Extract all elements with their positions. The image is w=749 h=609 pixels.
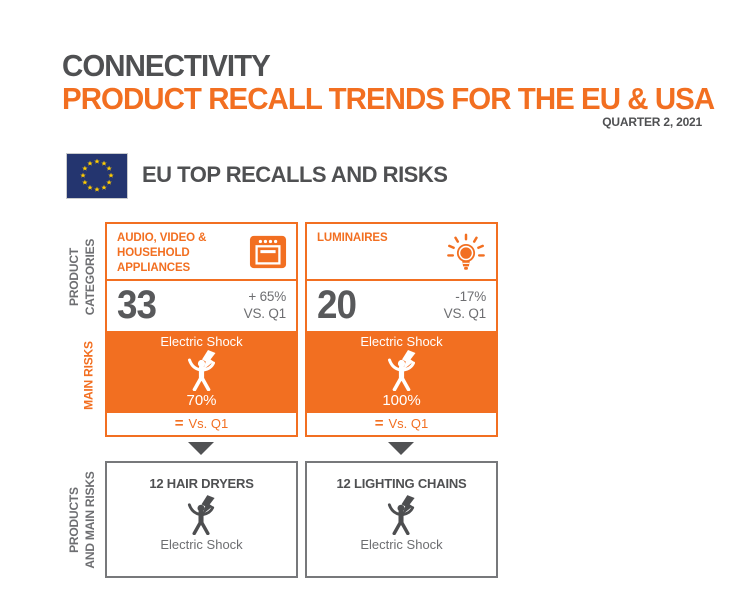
card-stats: 20 -17% VS. Q1 [307,281,496,331]
change-vs-label: VS. Q1 [443,305,487,321]
change-percent: + 65% [248,288,286,304]
electric-shock-icon [185,350,219,391]
side-label-main-risks: MAIN RISKS [81,341,96,410]
risk-label: Electric Shock [160,333,243,349]
lightbulb-icon [445,233,487,280]
change-percent: -17% [455,288,486,304]
trend-strip: = Vs. Q1 [107,412,296,435]
side-label-products-and-main-risks: PRODUCTS AND MAIN RISKS [67,471,97,569]
trend-label: Vs. Q1 [388,416,429,432]
risk-percent: 70% [186,391,217,409]
main-risk-block: Electric Shock 100% [307,330,496,413]
change-vs-label: VS. Q1 [243,305,287,321]
product-risk-label: Electric Shock [160,537,243,552]
category-name: AUDIO, VIDEO & HOUSEHOLD APPLIANCES [117,232,207,274]
recall-change: + 65% VS. Q1 [243,288,287,323]
card-header: AUDIO, VIDEO & HOUSEHOLD APPLIANCES [107,224,296,281]
page-title: PRODUCT RECALL TRENDS FOR THE EU & USA [62,81,715,116]
recall-change: -17% VS. Q1 [443,288,487,323]
trend-strip: = Vs. Q1 [307,412,496,435]
recall-count: 33 [117,283,157,328]
down-arrow-icon [388,442,414,455]
main-risk-block: Electric Shock 70% [107,330,296,413]
trend-label: Vs. Q1 [188,416,229,432]
eu-flag-icon [66,153,128,199]
category-card-appliances: AUDIO, VIDEO & HOUSEHOLD APPLIANCES 33 +… [105,222,298,437]
section-title: EU TOP RECALLS AND RISKS [142,162,448,187]
recall-count: 20 [317,283,357,328]
equals-trend-icon: = [374,415,384,433]
oven-icon [249,233,287,276]
brand-title: CONNECTIVITY [62,48,271,83]
product-card-lighting-chains: 12 LIGHTING CHAINS Electric Shock [305,461,498,578]
product-risk-label: Electric Shock [360,537,443,552]
product-title: 12 LIGHTING CHAINS [336,476,467,491]
card-stats: 33 + 65% VS. Q1 [107,281,296,331]
risk-percent: 100% [382,391,421,409]
product-card-hair-dryers: 12 HAIR DRYERS Electric Shock [105,461,298,578]
electric-shock-icon [385,350,419,391]
product-title: 12 HAIR DRYERS [149,476,254,491]
category-name: LUMINAIRES [317,232,388,244]
report-period: QUARTER 2, 2021 [602,115,702,129]
down-arrow-icon [188,442,214,455]
electric-shock-icon [385,495,418,535]
risk-label: Electric Shock [360,333,443,349]
electric-shock-icon [185,495,218,535]
category-card-luminaires: LUMINAIRES [305,222,498,437]
card-header: LUMINAIRES [307,224,496,281]
equals-trend-icon: = [174,415,184,433]
